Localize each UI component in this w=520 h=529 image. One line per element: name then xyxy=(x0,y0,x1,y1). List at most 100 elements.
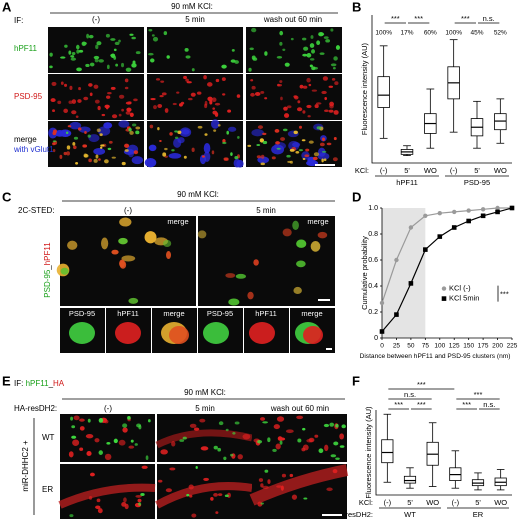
spot xyxy=(247,291,254,300)
spot xyxy=(174,130,179,133)
spot xyxy=(203,151,211,162)
spot xyxy=(310,241,321,252)
spot xyxy=(169,326,189,344)
spot xyxy=(215,78,220,83)
spot xyxy=(252,57,258,61)
spot xyxy=(322,150,327,153)
spot xyxy=(203,75,207,80)
spot xyxy=(88,134,100,143)
x-tick-label: (-) xyxy=(384,498,392,507)
spot xyxy=(332,66,336,70)
spot xyxy=(195,465,198,469)
spot xyxy=(262,132,267,136)
spot xyxy=(64,44,68,48)
spot xyxy=(296,260,306,268)
spot xyxy=(253,259,259,266)
group-axis-label: resDH2: xyxy=(345,510,373,519)
spot xyxy=(85,433,94,439)
image-label: merge xyxy=(307,217,328,226)
spot xyxy=(106,95,111,99)
spot xyxy=(52,140,57,143)
spot xyxy=(324,96,328,101)
spot xyxy=(217,493,223,497)
y-tick-label: 0 xyxy=(374,335,378,342)
spot xyxy=(260,502,265,505)
micrograph xyxy=(246,27,342,73)
spot xyxy=(316,126,322,130)
spot xyxy=(138,502,142,506)
spot xyxy=(236,94,241,98)
x-tick-label: 150 xyxy=(463,343,474,350)
spot xyxy=(113,48,117,52)
y-axis-label: Fluorescence intensity (AU) xyxy=(360,42,369,135)
spot xyxy=(321,158,324,163)
spot xyxy=(87,134,91,138)
spot xyxy=(189,494,193,498)
spot xyxy=(262,485,269,490)
series-line xyxy=(381,207,513,332)
spot xyxy=(168,153,182,159)
inset xyxy=(198,308,243,353)
spot xyxy=(73,136,79,140)
spot xyxy=(121,108,125,112)
spot xyxy=(227,109,232,113)
box xyxy=(494,113,507,131)
spot xyxy=(210,497,214,501)
spot xyxy=(68,50,72,55)
percent-label: 52% xyxy=(494,30,507,37)
spot xyxy=(96,41,102,46)
x-axis-label: Distance between hPF11 and PSD-95 cluste… xyxy=(360,353,511,360)
spot xyxy=(296,239,307,248)
spot xyxy=(294,95,299,100)
spot xyxy=(172,102,177,106)
spot xyxy=(207,96,213,102)
spot xyxy=(204,100,208,106)
spot xyxy=(233,158,241,168)
spot xyxy=(276,147,281,150)
spot xyxy=(166,55,170,59)
spot xyxy=(84,130,87,135)
x-tick-label: 25 xyxy=(393,343,401,350)
row-label: WT xyxy=(42,433,55,442)
spot xyxy=(185,55,191,59)
spot xyxy=(104,453,112,461)
spot xyxy=(88,158,92,163)
spot xyxy=(296,107,303,112)
highlight xyxy=(382,208,426,338)
spot xyxy=(317,152,330,160)
spot xyxy=(283,106,288,111)
row-label: PSD-95 xyxy=(14,92,43,101)
spot xyxy=(234,421,240,425)
spot xyxy=(135,126,141,130)
spot xyxy=(83,96,89,101)
spot xyxy=(296,415,304,420)
spot xyxy=(224,494,229,498)
spot xyxy=(284,62,290,67)
spot xyxy=(163,239,172,248)
x-tick-label: WO xyxy=(494,166,507,175)
spot xyxy=(148,29,153,32)
axis xyxy=(375,410,512,496)
micrograph xyxy=(60,414,155,462)
spot xyxy=(171,149,175,152)
spot xyxy=(259,138,265,143)
spot xyxy=(72,439,80,446)
spot xyxy=(145,455,149,461)
spot xyxy=(301,37,307,41)
marker xyxy=(495,205,500,211)
spot xyxy=(97,105,101,111)
spot xyxy=(121,161,126,166)
x-tick-label: WO xyxy=(424,166,437,175)
construct-label: HA-resDH2: xyxy=(14,404,57,413)
sig-label: *** xyxy=(417,380,426,389)
spot xyxy=(221,77,226,81)
spot xyxy=(94,99,100,104)
spot xyxy=(264,97,268,100)
spot xyxy=(118,113,122,117)
spot xyxy=(311,66,316,71)
spot xyxy=(256,143,261,147)
spot xyxy=(77,127,82,131)
spot xyxy=(88,495,93,500)
spot xyxy=(302,53,308,57)
spot xyxy=(310,35,314,39)
